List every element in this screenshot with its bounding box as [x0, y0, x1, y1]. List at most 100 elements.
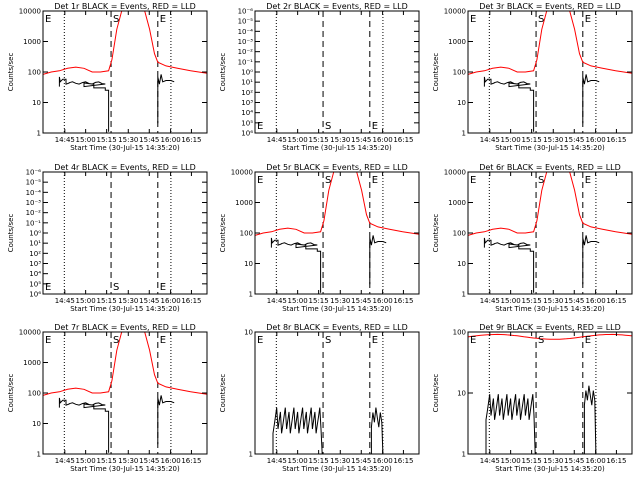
y-tick-label: 10⁵	[29, 280, 41, 288]
y-tick-label: 10⁶	[241, 130, 253, 138]
x-tick-label: 14:45	[267, 457, 287, 465]
plot-frame	[467, 331, 633, 455]
x-tick-label: 16:15	[606, 297, 626, 305]
x-axis-label: Start Time (30-Jul-15 14:35:20)	[282, 144, 392, 152]
x-tick-label: 15:45	[351, 457, 371, 465]
y-tick-label: 1	[462, 130, 466, 138]
x-tick-label: 15:30	[543, 457, 563, 465]
x-tick-label: 15:30	[330, 457, 350, 465]
x-tick-label: 16:00	[160, 136, 180, 144]
x-tick-label: 15:45	[139, 136, 159, 144]
x-tick-label: 16:15	[181, 457, 201, 465]
y-tick-label: 10¹	[241, 79, 253, 87]
x-tick-label: 16:00	[372, 297, 392, 305]
x-tick-label: 15:30	[543, 136, 563, 144]
events-series-line	[582, 74, 600, 124]
marker-start: E	[45, 14, 51, 25]
subplot-4: Det 4r BLACK = Events, RED = LLD E S E 14:45…	[7, 163, 208, 313]
y-tick-label: 10²	[241, 89, 253, 97]
subplot-title: Det 5r BLACK = Events, RED = LLD	[266, 163, 408, 172]
subplot-title: Det 9r BLACK = Events, RED = LLD	[479, 323, 621, 332]
lld-series-line	[468, 172, 632, 236]
y-tick-label: 1000	[235, 199, 253, 207]
y-tick-label: 10	[457, 390, 466, 398]
marker-start: E	[470, 335, 476, 346]
y-tick-label: 10⁻⁵	[26, 179, 42, 187]
marker-mid: S	[325, 121, 331, 132]
x-tick-label: 16:00	[372, 457, 392, 465]
y-axis-label: Counts/sec	[7, 214, 15, 253]
series-group	[468, 333, 632, 454]
y-axis-label: Counts/sec	[7, 53, 15, 92]
x-tick-label: 15:30	[330, 297, 350, 305]
y-tick-label: 10	[457, 99, 466, 107]
x-tick-label: 15:30	[330, 136, 350, 144]
x-tick-label: 15:45	[564, 297, 584, 305]
marker-start: E	[257, 335, 263, 346]
x-tick-label: 16:00	[585, 297, 605, 305]
marker-mid: S	[113, 335, 119, 346]
marker-mid: S	[538, 175, 544, 186]
series-group	[468, 172, 632, 293]
y-axis-label: Counts/sec	[7, 374, 15, 413]
plot-frame	[254, 10, 420, 134]
y-tick-label: 10⁴	[241, 109, 253, 117]
series-group	[43, 332, 207, 453]
x-tick-label: 16:00	[372, 136, 392, 144]
y-axis-label: Counts/sec	[432, 53, 440, 92]
y-tick-label: 10⁻¹	[238, 58, 254, 66]
x-tick-label: 15:15	[522, 457, 542, 465]
y-axis-label: Counts/sec	[219, 214, 227, 253]
marker-end: E	[585, 175, 591, 186]
y-tick-label: 10¹	[29, 240, 41, 248]
y-tick-label: 10⁶	[29, 291, 41, 299]
subplot-title: Det 8r BLACK = Events, RED = LLD	[266, 323, 408, 332]
x-tick-label: 15:15	[97, 457, 117, 465]
y-tick-label: 10⁻²	[26, 209, 42, 217]
y-tick-label: 10⁻¹	[26, 219, 42, 227]
x-tick-label: 15:45	[139, 457, 159, 465]
marker-end: E	[585, 335, 591, 346]
x-tick-label: 15:00	[288, 297, 308, 305]
marker-end: E	[160, 282, 166, 293]
events-series-line	[58, 76, 110, 132]
x-tick-label: 16:15	[393, 297, 413, 305]
x-tick-label: 14:45	[480, 136, 500, 144]
plot-frame	[467, 171, 633, 295]
y-tick-label: 100	[453, 329, 466, 337]
x-tick-label: 14:45	[267, 297, 287, 305]
plot-frame	[254, 331, 420, 455]
x-tick-label: 16:15	[606, 136, 626, 144]
events-series-line	[369, 235, 387, 285]
x-axis-label: Start Time (30-Jul-15 14:35:20)	[495, 305, 605, 313]
lld-series-line	[43, 332, 207, 396]
marker-end: E	[372, 335, 378, 346]
lld-series-line	[468, 333, 632, 340]
y-tick-label: 100	[453, 230, 466, 238]
y-tick-label: 10⁻⁵	[238, 18, 254, 26]
x-tick-label: 15:00	[288, 457, 308, 465]
events-series-line	[272, 407, 323, 454]
marker-start: E	[470, 175, 476, 186]
marker-start: E	[45, 282, 51, 293]
events-series-line	[485, 394, 536, 454]
x-tick-label: 15:45	[351, 297, 371, 305]
series-group	[468, 11, 632, 132]
marker-end: E	[160, 14, 166, 25]
y-tick-label: 1000	[23, 359, 41, 367]
y-tick-label: 1000	[448, 199, 466, 207]
x-tick-label: 15:30	[118, 297, 138, 305]
y-tick-label: 10000	[19, 329, 41, 337]
plot-frame	[467, 10, 633, 134]
x-tick-label: 15:30	[118, 136, 138, 144]
subplot-title: Det 4r BLACK = Events, RED = LLD	[54, 163, 196, 172]
x-tick-label: 16:00	[160, 457, 180, 465]
y-tick-label: 10	[32, 99, 41, 107]
y-axis-label: Counts/sec	[219, 374, 227, 413]
x-axis-label: Start Time (30-Jul-15 14:35:20)	[495, 144, 605, 152]
x-tick-label: 15:00	[76, 457, 96, 465]
x-tick-label: 16:15	[393, 136, 413, 144]
